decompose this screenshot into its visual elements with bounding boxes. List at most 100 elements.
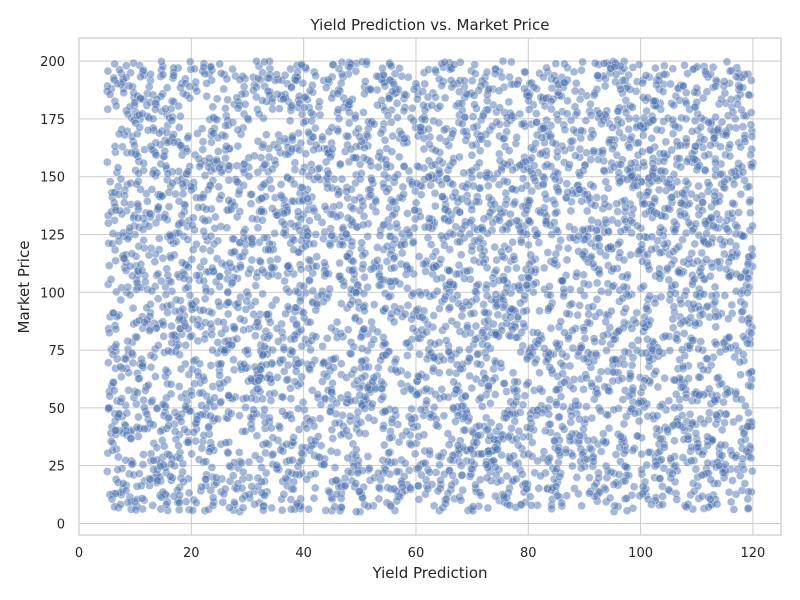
scatter-point	[332, 333, 342, 342]
scatter-point	[134, 169, 144, 178]
scatter-point	[113, 163, 123, 172]
scatter-point	[206, 361, 216, 370]
scatter-point	[412, 305, 421, 315]
scatter-point	[192, 86, 202, 96]
scatter-point	[310, 469, 320, 479]
scatter-point	[629, 482, 639, 492]
scatter-point	[691, 318, 700, 328]
scatter-point	[472, 438, 482, 447]
scatter-point	[363, 502, 373, 511]
scatter-point	[157, 191, 167, 201]
scatter-point	[667, 145, 677, 155]
scatter-point	[272, 211, 282, 220]
scatter-point	[287, 82, 296, 92]
scatter-point	[393, 113, 402, 122]
scatter-point	[266, 423, 276, 433]
scatter-point	[504, 219, 514, 229]
scatter-point	[214, 147, 223, 156]
scatter-point	[737, 307, 747, 317]
scatter-point	[249, 309, 258, 319]
scatter-point	[740, 300, 749, 309]
scatter-point	[439, 392, 449, 402]
scatter-point	[305, 276, 314, 286]
scatter-point	[609, 405, 619, 415]
scatter-point	[652, 460, 662, 470]
scatter-point	[553, 169, 563, 178]
scatter-point	[299, 308, 308, 318]
scatter-point	[539, 72, 548, 82]
scatter-point	[290, 303, 300, 313]
scatter-point	[235, 207, 245, 216]
scatter-point	[483, 503, 493, 513]
scatter-point	[582, 373, 591, 383]
scatter-point	[491, 470, 501, 480]
scatter-point	[174, 441, 183, 451]
scatter-point	[166, 472, 175, 481]
scatter-point	[596, 367, 606, 377]
scatter-point	[273, 143, 283, 153]
scatter-point	[696, 271, 706, 280]
scatter-point	[470, 287, 480, 296]
scatter-point	[160, 213, 169, 222]
scatter-point	[184, 438, 193, 447]
scatter-point	[559, 284, 569, 294]
scatter-point	[288, 347, 297, 356]
scatter-point	[624, 125, 634, 134]
scatter-point	[298, 397, 308, 407]
scatter-point	[410, 205, 420, 215]
scatter-point	[670, 227, 680, 236]
scatter-point	[737, 395, 746, 404]
scatter-point	[316, 400, 326, 409]
scatter-point	[550, 199, 560, 209]
scatter-point	[122, 61, 131, 70]
scatter-point	[287, 133, 297, 143]
scatter-point	[230, 324, 239, 334]
scatter-point	[638, 78, 647, 88]
scatter-point	[596, 286, 606, 296]
scatter-point	[470, 60, 480, 69]
scatter-point	[676, 210, 686, 220]
scatter-point	[556, 236, 565, 245]
scatter-point	[724, 272, 734, 282]
scatter-point	[496, 359, 506, 368]
scatter-point	[635, 232, 645, 241]
scatter-point	[746, 120, 756, 129]
scatter-point	[238, 503, 248, 513]
scatter-point	[304, 364, 314, 373]
scatter-point	[454, 260, 464, 270]
scatter-point	[747, 466, 757, 476]
scatter-point	[139, 450, 148, 459]
scatter-point	[279, 366, 289, 376]
scatter-point	[613, 107, 623, 116]
scatter-point	[515, 408, 525, 417]
scatter-point	[590, 58, 600, 68]
scatter-point	[187, 449, 196, 459]
scatter-point	[465, 229, 475, 239]
scatter-point	[228, 278, 237, 287]
scatter-point	[478, 111, 488, 121]
scatter-point	[711, 312, 720, 321]
scatter-point	[109, 308, 118, 318]
scatter-point	[145, 209, 154, 218]
scatter-point	[494, 276, 504, 285]
scatter-point	[343, 213, 353, 223]
scatter-point	[199, 226, 208, 236]
scatter-point	[414, 252, 424, 261]
scatter-point	[141, 277, 150, 287]
scatter-point	[722, 224, 732, 234]
scatter-point	[619, 282, 629, 292]
scatter-point	[668, 64, 678, 73]
scatter-point	[250, 362, 260, 372]
scatter-point	[669, 217, 679, 227]
scatter-point	[163, 308, 172, 317]
scatter-point	[220, 131, 230, 141]
scatter-point	[201, 286, 211, 296]
scatter-point	[673, 267, 683, 277]
scatter-point	[483, 181, 493, 191]
scatter-point	[585, 193, 594, 203]
scatter-point	[614, 326, 623, 336]
scatter-point	[531, 109, 541, 118]
scatter-point	[496, 476, 506, 485]
scatter-point	[206, 231, 216, 241]
scatter-point	[485, 399, 495, 408]
